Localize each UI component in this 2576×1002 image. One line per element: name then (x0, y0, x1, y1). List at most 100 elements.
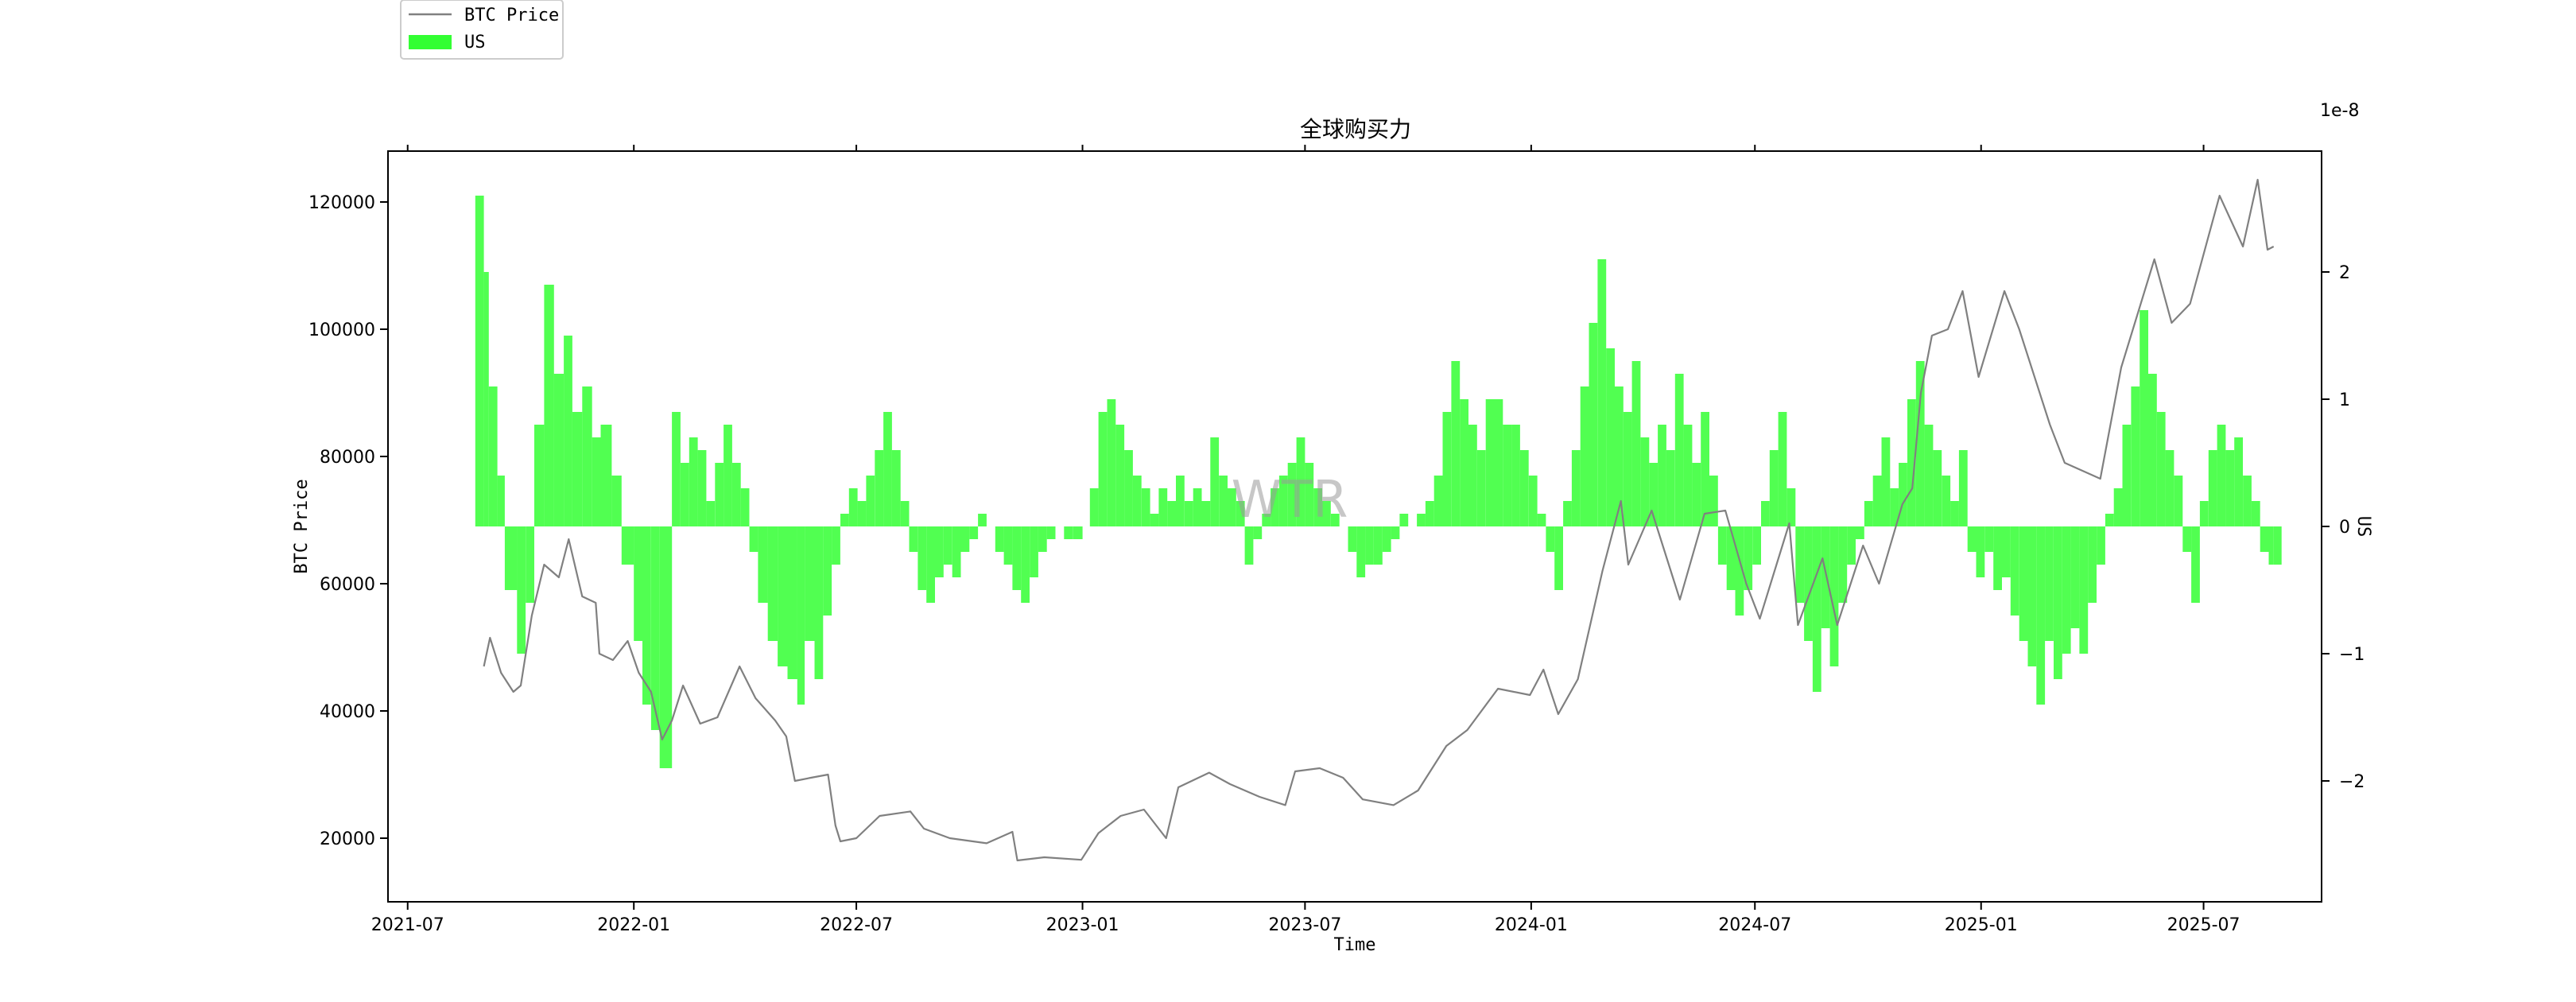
us-bar (564, 336, 572, 526)
us-bar (526, 526, 534, 603)
us-bar (2156, 412, 2166, 526)
us-bar (1674, 374, 1684, 526)
us-bar (2199, 501, 2209, 526)
us-bar (1374, 526, 1383, 565)
us-bar (1976, 526, 1985, 577)
us-bar (1709, 476, 1718, 526)
right-y-axis: −2 −1 0 1 2 (2322, 263, 2365, 792)
us-bar (778, 526, 788, 666)
us-bar (1838, 526, 1848, 603)
us-bar (2036, 526, 2046, 705)
us-bar (1752, 526, 1761, 565)
us-bar (592, 437, 601, 526)
us-bar (1546, 526, 1555, 552)
us-bar (1150, 514, 1159, 526)
us-bar (1787, 488, 1796, 526)
right-axis-label: US (2353, 516, 2373, 538)
us-bar (758, 526, 768, 603)
us-bar (2019, 526, 2028, 641)
us-bar (1640, 437, 1650, 526)
x-tick-label: 2025-01 (1945, 915, 2018, 935)
us-bar (848, 488, 858, 526)
us-bar (1829, 526, 1839, 666)
us-bar (1348, 526, 1357, 552)
us-bar (1847, 526, 1856, 565)
us-bar (1890, 488, 1899, 526)
us-bar (1658, 425, 1666, 526)
legend: BTC Price US (400, 0, 564, 60)
us-bar (1296, 437, 1305, 526)
us-bar (1571, 450, 1581, 526)
left-tick-label: 40000 (320, 702, 375, 722)
us-bar (2054, 526, 2062, 679)
us-bar (1425, 501, 1434, 526)
us-bar (2148, 374, 2157, 526)
us-bar (2027, 526, 2037, 666)
us-bar (1701, 412, 1709, 526)
us-bar (1271, 488, 1279, 526)
us-bar (1107, 399, 1116, 526)
us-bar (1967, 526, 1977, 552)
us-bars (475, 196, 2282, 768)
us-bar (767, 526, 778, 641)
us-bar (1330, 514, 1340, 526)
us-bar (1064, 526, 1073, 539)
left-tick-label: 60000 (320, 575, 375, 595)
us-bar (488, 386, 498, 526)
us-bar (689, 437, 698, 526)
us-bar (1141, 488, 1150, 526)
us-bar (969, 526, 979, 539)
us-bar (1236, 501, 1245, 526)
us-bar (900, 501, 910, 526)
us-bar (2079, 526, 2089, 654)
us-bar (724, 425, 732, 526)
left-axis-label: BTC Price (292, 479, 312, 573)
us-bar (960, 526, 970, 552)
us-bar (1631, 361, 1641, 526)
us-bar (1881, 437, 1891, 526)
us-bar (621, 526, 634, 565)
left-tick-label: 100000 (308, 320, 375, 340)
us-bar (2062, 526, 2071, 654)
us-bar (2113, 488, 2123, 526)
us-bar (2251, 501, 2260, 526)
us-bar (2273, 526, 2282, 565)
us-bar (1503, 425, 1512, 526)
us-bar (1313, 488, 1322, 526)
us-bar (1744, 526, 1753, 590)
us-bar (1124, 450, 1133, 526)
us-bar (1554, 526, 1563, 590)
us-bar (642, 526, 651, 705)
us-bar (1305, 463, 1314, 526)
us-bar (1821, 526, 1830, 628)
us-bar (1485, 399, 1495, 526)
right-axis-offset-label: 1e-8 (2320, 101, 2359, 121)
us-bar (553, 374, 564, 526)
us-bar (2182, 526, 2192, 552)
us-bar (943, 526, 952, 565)
x-tick-label: 2024-07 (1718, 915, 1791, 935)
us-bar (1666, 450, 1675, 526)
us-bar (2174, 476, 2183, 526)
us-bar (805, 526, 815, 641)
us-bar (1201, 501, 1211, 526)
us-bar (1717, 526, 1727, 565)
left-y-axis: 20000 40000 60000 80000 100000 120000 (308, 193, 388, 849)
us-bar (926, 526, 935, 603)
us-bar (1907, 399, 1916, 526)
us-bar (1812, 526, 1821, 692)
us-bar (2088, 526, 2097, 603)
us-bar (1494, 399, 1503, 526)
us-bar (1193, 488, 1202, 526)
us-bar (1244, 526, 1254, 565)
us-bar (634, 526, 642, 641)
us-bar (1872, 476, 1882, 526)
us-bar (1589, 323, 1598, 526)
us-bar (1176, 476, 1185, 526)
us-bar (1984, 526, 1994, 552)
us-bar (1597, 259, 1607, 526)
us-bar (1933, 450, 1942, 526)
us-bar (909, 526, 918, 552)
right-tick-label: −1 (2339, 645, 2365, 665)
